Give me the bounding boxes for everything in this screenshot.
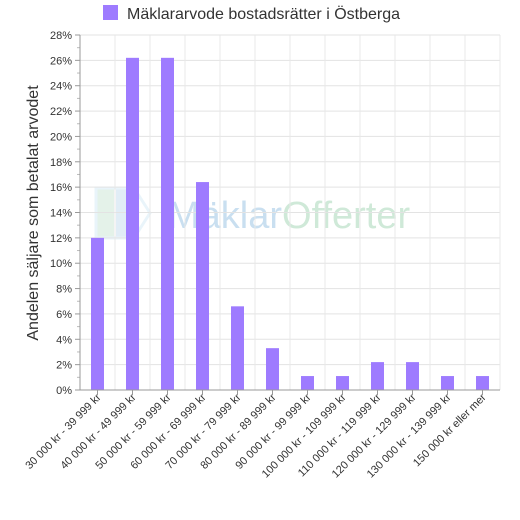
y-tick-label: 4% bbox=[56, 334, 72, 346]
bar[interactable] bbox=[91, 237, 104, 390]
y-tick-labels: 0% 2% 4% 6% 8% 10% 12% 14% 16% 18% 20% 22% 24% 26% 28% bbox=[50, 30, 72, 397]
y-tick-label: 22% bbox=[50, 106, 72, 118]
y-tick-label: 18% bbox=[50, 157, 72, 169]
y-tick-label: 16% bbox=[50, 182, 72, 194]
y-tick-label: 12% bbox=[50, 233, 72, 245]
y-tick-label: 2% bbox=[56, 360, 72, 372]
bar[interactable] bbox=[406, 362, 419, 390]
axes bbox=[79, 35, 500, 394]
watermark: MäklarOfferter bbox=[94, 186, 410, 240]
bar[interactable] bbox=[266, 348, 279, 390]
watermark-text-part1: Mäklar bbox=[168, 195, 282, 237]
bar[interactable] bbox=[161, 57, 174, 390]
bar[interactable] bbox=[231, 306, 244, 390]
legend[interactable]: Mäklararvode bostadsrätter i Östberga bbox=[103, 5, 400, 23]
y-tick-label: 6% bbox=[56, 309, 72, 321]
legend-label[interactable]: Mäklararvode bostadsrätter i Östberga bbox=[127, 5, 400, 23]
y-tick-label: 28% bbox=[50, 30, 72, 42]
bar[interactable] bbox=[441, 376, 454, 390]
y-tick-label: 0% bbox=[56, 385, 72, 397]
y-axis-label: Andelen säljare som betalat arvodet bbox=[25, 85, 42, 341]
y-tick-label: 26% bbox=[50, 55, 72, 67]
y-tick-label: 24% bbox=[50, 81, 72, 93]
y-tick-label: 20% bbox=[50, 131, 72, 143]
legend-swatch[interactable] bbox=[103, 5, 118, 20]
watermark-text: MäklarOfferter bbox=[168, 195, 410, 237]
y-tick-label: 14% bbox=[50, 208, 72, 220]
bar[interactable] bbox=[126, 57, 139, 390]
bar[interactable] bbox=[371, 362, 384, 390]
y-tick-label: 8% bbox=[56, 284, 72, 296]
bar[interactable] bbox=[196, 182, 209, 390]
bar[interactable] bbox=[336, 376, 349, 390]
bars bbox=[91, 57, 489, 390]
bar[interactable] bbox=[301, 376, 314, 390]
bar[interactable] bbox=[476, 376, 489, 390]
y-tick-label: 10% bbox=[50, 258, 72, 270]
watermark-text-part2: Offerter bbox=[282, 195, 410, 237]
